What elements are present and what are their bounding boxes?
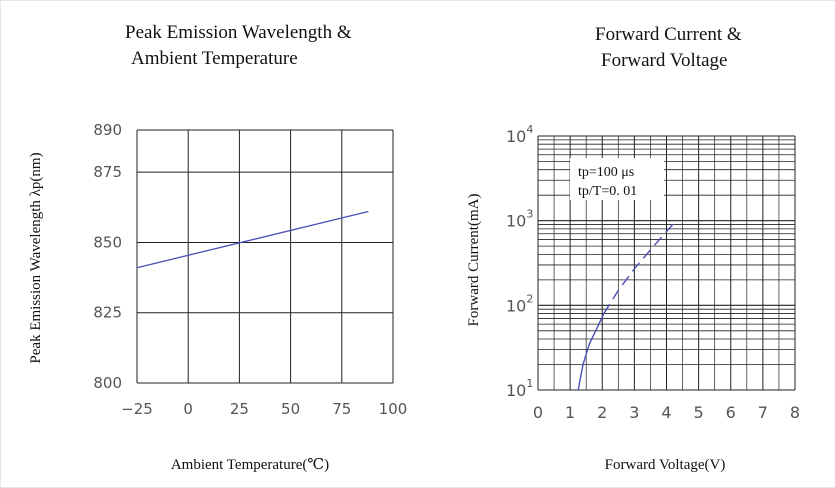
- left-y-tick-label: 890: [93, 121, 122, 139]
- wavelength-series-line: [136, 210, 369, 269]
- right-x-tick-label: 1: [565, 403, 575, 422]
- left-y-tick-label: 825: [93, 304, 122, 322]
- left-y-tick-label: 875: [93, 163, 122, 181]
- right-chart-y-axis-label: Forward Current(mA): [466, 194, 482, 327]
- wavelength-temperature-chart: Peak Emission Wavelength & Ambient Tempe…: [28, 22, 407, 473]
- right-x-tick-label: 5: [694, 403, 704, 422]
- right-x-tick-label: 8: [790, 403, 800, 422]
- right-chart-x-axis-label: Forward Voltage(V): [605, 457, 726, 473]
- right-y-tick-label: 102: [506, 292, 533, 315]
- right-x-tick-label: 7: [758, 403, 768, 422]
- right-x-tick-label: 4: [661, 403, 671, 422]
- left-y-tick-label: 800: [93, 374, 122, 392]
- left-chart-y-axis-label: Peak Emission Wavelength λp(nm): [28, 152, 44, 363]
- top-border: [0, 0, 835, 1]
- left-border: [0, 0, 1, 488]
- left-x-tick-label: 50: [281, 400, 300, 418]
- left-x-tick-label: 75: [332, 400, 351, 418]
- left-chart-title-line-1: Peak Emission Wavelength &: [125, 22, 352, 43]
- forward-current-dashed-curve: [603, 220, 677, 314]
- right-x-tick-label: 2: [597, 403, 607, 422]
- left-x-tick-label: 25: [230, 400, 249, 418]
- right-chart-title-line-1: Forward Current &: [595, 24, 742, 45]
- left-x-tick-label: −25: [121, 400, 153, 418]
- annotation-box: [570, 158, 664, 200]
- left-chart-title-line-2: Ambient Temperature: [131, 48, 298, 69]
- annotation-duty-cycle: tp/T=0. 01: [578, 184, 637, 199]
- left-chart-x-axis-label: Ambient Temperature(℃): [171, 457, 329, 473]
- left-x-tick-label: 0: [183, 400, 193, 418]
- right-y-tick-label: 103: [506, 208, 533, 231]
- right-x-tick-label: 3: [629, 403, 639, 422]
- right-y-tick-label: 104: [506, 123, 533, 146]
- right-x-tick-label: 0: [533, 403, 543, 422]
- right-y-tick-label: 101: [506, 377, 533, 400]
- annotation-pulse-width: tp=100 μs: [578, 165, 634, 180]
- right-chart-title-line-2: Forward Voltage: [601, 50, 727, 71]
- current-voltage-chart: Forward Current & Forward Voltage 0 1 2 3 4 5…: [466, 24, 800, 473]
- forward-current-solid-curve: [577, 313, 605, 391]
- left-y-tick-label: 850: [93, 233, 122, 251]
- right-x-tick-label: 6: [726, 403, 736, 422]
- left-x-tick-label: 100: [379, 400, 408, 418]
